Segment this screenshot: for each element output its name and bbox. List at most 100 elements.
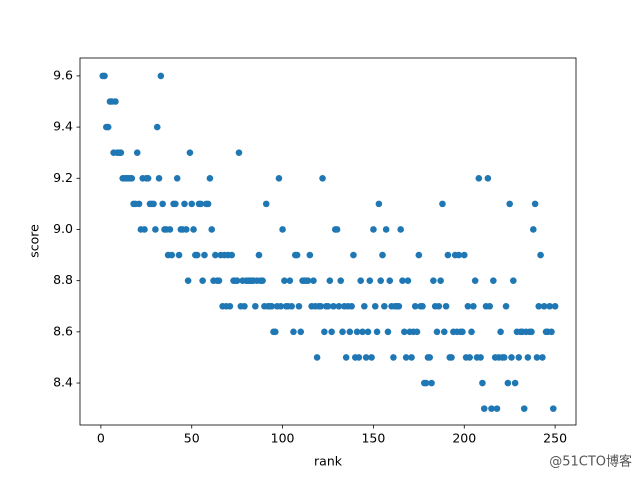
point (460, 251, 468, 259)
point (408, 354, 415, 361)
point (168, 251, 176, 259)
y-tick-label: 9.4 (53, 119, 73, 134)
y-tick-label: 9.0 (53, 221, 73, 236)
point (439, 200, 446, 208)
point (524, 354, 532, 361)
point (548, 328, 555, 336)
y-tick-label: 9.6 (53, 67, 73, 82)
point (361, 302, 368, 310)
point (504, 379, 512, 387)
point (470, 302, 477, 310)
point (546, 302, 553, 310)
point (212, 251, 219, 259)
point (531, 200, 539, 208)
point (373, 328, 381, 336)
point (319, 174, 326, 182)
point (533, 354, 541, 361)
point (184, 277, 192, 284)
watermark: @51CTO博客 (549, 454, 632, 470)
point (379, 251, 386, 259)
point (272, 328, 279, 336)
y-tick-label: 9.2 (53, 170, 73, 185)
point (402, 354, 410, 361)
point (101, 72, 108, 80)
point (390, 354, 397, 361)
point (117, 149, 125, 156)
point (370, 226, 377, 233)
point (182, 226, 190, 233)
point (153, 123, 161, 131)
point (306, 251, 314, 259)
point (475, 174, 483, 182)
point (159, 200, 166, 208)
point (279, 226, 286, 233)
point (480, 405, 488, 412)
point (204, 200, 212, 208)
point (528, 328, 535, 336)
point (437, 277, 444, 284)
point (362, 354, 370, 361)
point (540, 302, 548, 310)
point (215, 277, 223, 284)
point (355, 354, 363, 361)
point (290, 328, 297, 336)
point (471, 277, 479, 284)
x-tick-label: 50 (184, 431, 200, 446)
point (500, 354, 508, 361)
point (359, 328, 366, 336)
point (377, 277, 384, 284)
x-tick-label: 150 (361, 431, 385, 446)
point (484, 174, 492, 182)
point (413, 328, 421, 336)
point (353, 328, 361, 336)
point (335, 302, 343, 310)
point (384, 328, 392, 336)
point (199, 277, 206, 284)
point (275, 174, 283, 182)
point (241, 302, 248, 310)
point (112, 98, 119, 105)
x-tick-label: 200 (452, 431, 476, 446)
point (226, 302, 234, 310)
point (428, 379, 435, 387)
point (415, 251, 423, 259)
point (277, 302, 285, 310)
point (357, 277, 365, 284)
point (104, 123, 112, 131)
plot-area (99, 72, 559, 412)
x-tick-label: 250 (543, 431, 567, 446)
axes-frame (79, 57, 577, 426)
point (235, 149, 243, 156)
point (404, 277, 412, 284)
point (133, 149, 141, 156)
point (442, 302, 450, 310)
point (155, 174, 163, 182)
point (268, 302, 275, 310)
point (511, 379, 519, 387)
point (395, 302, 403, 310)
point (459, 328, 466, 336)
point (144, 174, 152, 182)
point (186, 149, 194, 156)
point (321, 328, 328, 336)
point (259, 277, 266, 284)
point (326, 277, 334, 284)
point (520, 405, 528, 412)
point (288, 302, 295, 310)
point (371, 302, 379, 310)
point (488, 405, 495, 412)
point (233, 277, 241, 284)
point (152, 226, 159, 233)
x-tick-label: 0 (97, 431, 105, 446)
point (181, 200, 188, 208)
point (337, 277, 345, 284)
point (535, 302, 543, 310)
point (399, 277, 406, 284)
point (455, 251, 463, 259)
point (448, 354, 455, 361)
point (401, 328, 408, 336)
point (397, 226, 404, 233)
point (166, 226, 174, 233)
point (313, 354, 321, 361)
